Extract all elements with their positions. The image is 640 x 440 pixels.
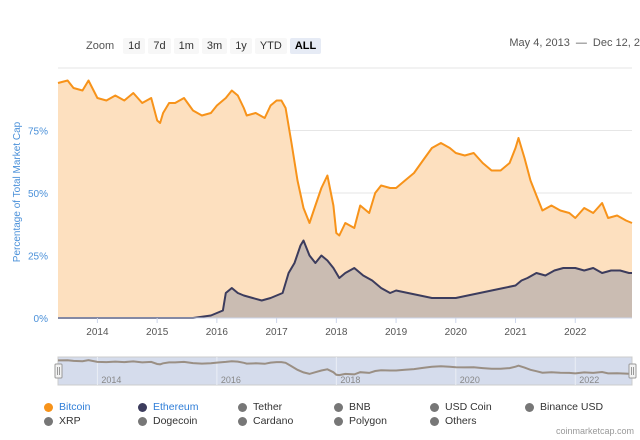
zoom-label: Zoom xyxy=(86,40,115,52)
zoom-ytd-button[interactable]: YTD xyxy=(254,38,287,54)
zoom-1y-button[interactable]: 1y xyxy=(230,38,252,54)
x-tick-label: 2019 xyxy=(385,327,408,338)
navigator-tick-label: 2020 xyxy=(460,375,480,385)
navigator-tick-label: 2018 xyxy=(340,375,360,385)
ethereum-area xyxy=(58,240,632,318)
legend-marker xyxy=(138,416,147,426)
legend-marker xyxy=(430,416,439,426)
bitcoin-area xyxy=(58,80,632,318)
legend-item-ethereum[interactable]: Ethereum xyxy=(138,401,238,413)
watermark: coinmarketcap.com xyxy=(555,426,634,436)
date-from-input[interactable]: May 4, 2013 xyxy=(509,37,570,49)
legend-marker xyxy=(334,416,343,426)
ethereum-line xyxy=(58,239,632,319)
bitcoin-line xyxy=(57,79,633,237)
navigator-left-handle[interactable] xyxy=(54,363,63,379)
zoom-bar: Zoom 1d 7d 1m 3m 1y YTD ALL xyxy=(86,37,322,55)
legend-item-bitcoin[interactable]: Bitcoin xyxy=(44,401,138,413)
date-to-input[interactable]: Dec 12, 2 xyxy=(592,37,640,49)
y-axis-label: Percentage of Total Market Cap xyxy=(12,121,23,262)
legend-marker xyxy=(238,402,247,412)
legend-label: Cardano xyxy=(253,415,294,427)
legend-marker xyxy=(44,416,53,426)
legend-label: Binance USD xyxy=(540,401,604,413)
x-tick-label: 2017 xyxy=(265,327,288,338)
legend-item-xrp[interactable]: XRP xyxy=(44,415,138,427)
legend-marker xyxy=(238,416,247,426)
legend-item-cardano[interactable]: Cardano xyxy=(238,415,334,427)
legend-label: Tether xyxy=(253,401,283,413)
legend-label: Ethereum xyxy=(153,401,199,413)
navigator[interactable]: 2014 2016 2018 2020 2022 xyxy=(54,356,637,386)
navigator-series xyxy=(57,359,633,377)
legend-item-dogecoin[interactable]: Dogecoin xyxy=(138,415,238,427)
navigator-tick-label: 2022 xyxy=(579,375,599,385)
legend-item-binance-usd[interactable]: Binance USD xyxy=(525,401,625,413)
date-range: May 4, 2013 — Dec 12, 2 xyxy=(509,37,640,49)
series-areas xyxy=(57,79,633,319)
legend-label: BNB xyxy=(349,401,371,413)
y-tick-label: 50% xyxy=(28,189,48,200)
x-tick-label: 2015 xyxy=(146,327,169,338)
x-tick-label: 2022 xyxy=(564,327,587,338)
legend-marker xyxy=(334,402,343,412)
legend-marker xyxy=(525,402,534,412)
legend-label: Bitcoin xyxy=(59,401,91,413)
legend-label: XRP xyxy=(59,415,81,427)
legend-label: Others xyxy=(445,415,477,427)
x-tick-label: 2021 xyxy=(504,327,527,338)
legend-marker xyxy=(430,402,439,412)
y-tick-label: 0% xyxy=(34,314,49,325)
y-tick-label: 25% xyxy=(28,252,48,263)
zoom-7d-button[interactable]: 7d xyxy=(148,38,171,54)
axes: 0% 25% 50% 75% 2014 2015 2016 2017 2018 2019 2020 2… xyxy=(28,127,632,338)
navigator-tick-label: 2016 xyxy=(221,375,241,385)
zoom-3m-button[interactable]: 3m xyxy=(201,38,228,54)
legend-item-tether[interactable]: Tether xyxy=(238,401,334,413)
navigator-tick-label: 2014 xyxy=(101,375,121,385)
x-tick-label: 2020 xyxy=(445,327,468,338)
legend-item-usd-coin[interactable]: USD Coin xyxy=(430,401,525,413)
legend: Bitcoin Ethereum Tether BNB USD Coin Binance … xyxy=(44,401,624,427)
legend-item-bnb[interactable]: BNB xyxy=(334,401,430,413)
date-separator: — xyxy=(575,37,587,49)
x-tick-label: 2016 xyxy=(206,327,229,338)
zoom-1d-button[interactable]: 1d xyxy=(123,38,146,54)
legend-label: Polygon xyxy=(349,415,387,427)
legend-label: USD Coin xyxy=(445,401,492,413)
zoom-all-button[interactable]: ALL xyxy=(289,38,322,54)
legend-item-others[interactable]: Others xyxy=(430,415,525,427)
legend-marker xyxy=(44,402,53,412)
x-tick-label: 2014 xyxy=(86,327,109,338)
legend-marker xyxy=(138,402,147,412)
y-tick-label: 75% xyxy=(28,127,48,138)
zoom-1m-button[interactable]: 1m xyxy=(173,38,199,54)
x-tick-label: 2018 xyxy=(325,327,348,338)
navigator-right-handle[interactable] xyxy=(628,363,637,379)
legend-item-polygon[interactable]: Polygon xyxy=(334,415,430,427)
legend-label: Dogecoin xyxy=(153,415,198,427)
